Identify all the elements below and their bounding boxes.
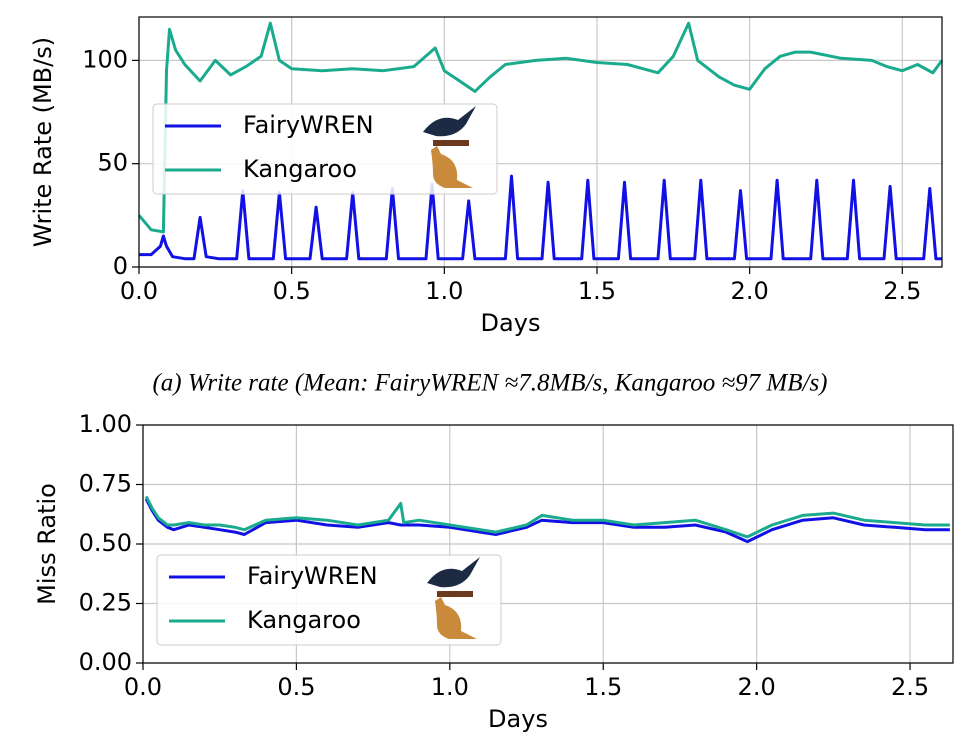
legend-box (152, 103, 498, 195)
x-axis-label: Days (488, 705, 548, 733)
y-axis-label: Write Rate (MB/s) (29, 37, 57, 247)
x-tick-label: 1.5 (578, 277, 616, 305)
x-tick-label: 2.0 (731, 277, 769, 305)
x-tick-label: 1.0 (425, 277, 463, 305)
y-tick-label: 0.75 (79, 470, 132, 498)
legend-label: FairyWREN (247, 562, 378, 590)
bird-icon (423, 106, 476, 137)
x-tick-label: 0.0 (120, 277, 158, 305)
legend-box (156, 554, 502, 646)
y-axis-label: Miss Ratio (33, 483, 61, 605)
x-tick-label: 2.5 (883, 277, 921, 305)
y-tick-label: 0.00 (79, 648, 132, 676)
series-line (137, 21, 944, 234)
plot-frame (142, 424, 954, 664)
x-tick-label: 2.5 (891, 673, 929, 701)
y-tick-label: 0.25 (79, 589, 132, 617)
perch-icon (433, 140, 469, 146)
series-line (144, 498, 950, 544)
x-tick-label: 1.5 (584, 673, 622, 701)
caption: (a) Write rate (Mean: FairyWREN ≈7.8MB/s… (152, 370, 827, 397)
y-tick-label: 100 (82, 45, 128, 73)
series-line (144, 495, 950, 539)
kangaroo-icon (435, 597, 477, 639)
kangaroo-icon (431, 146, 473, 188)
series-line (139, 174, 942, 261)
legend-label: Kangaroo (247, 606, 361, 634)
plot-frame (138, 16, 943, 268)
x-tick-label: 0.5 (273, 277, 311, 305)
legend: FairyWREN Kangaroo (156, 554, 502, 646)
x-tick-label: 2.0 (738, 673, 776, 701)
legend-label: FairyWREN (243, 111, 374, 139)
y-tick-label: 1.00 (79, 410, 132, 438)
x-tick-label: 0.0 (124, 673, 162, 701)
y-tick-label: 0.50 (79, 529, 132, 557)
legend: FairyWREN Kangaroo (152, 103, 498, 195)
x-tick-label: 0.5 (277, 673, 315, 701)
perch-icon (437, 591, 473, 597)
bird-icon (427, 557, 480, 588)
x-tick-label: 1.0 (431, 673, 469, 701)
x-axis-label: Days (481, 309, 541, 337)
y-tick-label: 0 (113, 252, 128, 280)
y-tick-label: 50 (97, 149, 128, 177)
legend-label: Kangaroo (243, 155, 357, 183)
